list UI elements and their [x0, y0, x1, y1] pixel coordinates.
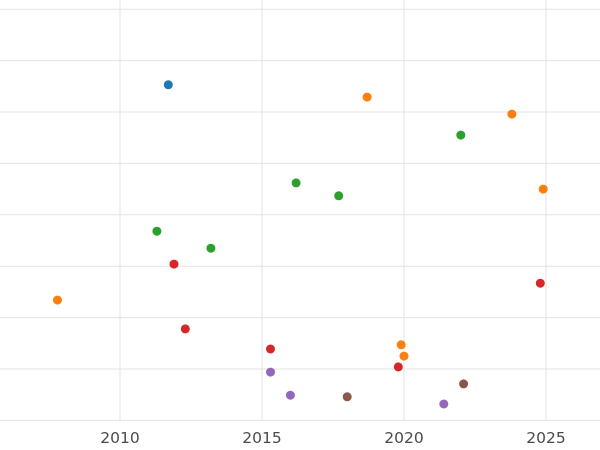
data-point-orange [53, 295, 62, 305]
data-point-purple [266, 367, 275, 377]
data-point-green [152, 226, 162, 236]
x-tick-label: 2025 [526, 429, 565, 447]
data-point-red [535, 278, 545, 288]
data-point-orange [507, 109, 517, 119]
x-tick-label: 2015 [242, 429, 281, 447]
data-point-orange [396, 340, 406, 350]
x-tick-label: 2020 [384, 429, 423, 447]
data-point-brown [342, 392, 352, 402]
data-point-green [334, 191, 344, 201]
data-point-red [266, 344, 275, 354]
data-point-orange [399, 351, 409, 361]
data-point-red [180, 324, 190, 334]
data-point-purple [439, 399, 449, 409]
data-point-green [456, 130, 466, 140]
data-point-red [169, 259, 179, 269]
data-point-green [291, 178, 301, 188]
data-point-orange [538, 184, 548, 194]
x-tick-label: 2010 [100, 429, 139, 447]
data-point-green [206, 243, 216, 253]
data-point-orange [362, 92, 372, 102]
data-point-brown [459, 379, 469, 389]
data-point-blue [163, 80, 173, 90]
data-point-red [393, 362, 403, 372]
data-point-purple [285, 390, 295, 400]
